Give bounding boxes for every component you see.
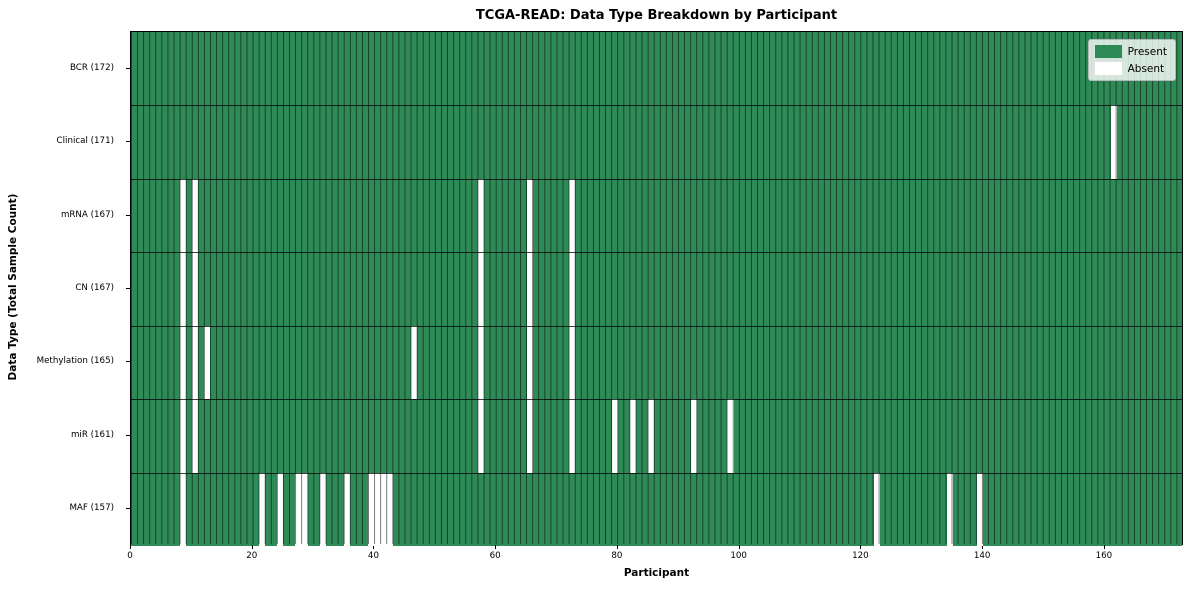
absent-cell xyxy=(569,252,576,326)
x-tick-mark xyxy=(616,545,618,549)
absent-cell xyxy=(386,472,393,546)
x-tick-mark xyxy=(373,545,375,549)
absent-cell xyxy=(946,472,953,546)
heatmap-row-mrna xyxy=(131,178,1182,253)
absent-cell xyxy=(690,399,698,473)
x-tick-label: 0 xyxy=(127,551,133,561)
absent-cell xyxy=(179,472,186,546)
absent-cell xyxy=(191,399,198,473)
y-tick-label: miR (161) xyxy=(70,429,114,440)
x-tick-mark xyxy=(982,545,984,549)
absent-cell xyxy=(569,325,576,400)
x-tick-label: 40 xyxy=(367,551,379,561)
absent-cell xyxy=(319,472,326,546)
absent-cell xyxy=(526,178,533,253)
absent-cell xyxy=(344,472,351,546)
absent-cell xyxy=(1110,105,1118,179)
absent-cell xyxy=(191,252,198,326)
x-tick-mark xyxy=(1103,545,1105,549)
x-tick-label: 160 xyxy=(1095,551,1113,561)
row-separator xyxy=(131,105,1182,107)
absent-cell xyxy=(977,472,984,546)
absent-cell xyxy=(630,399,637,473)
heatmap-row-clinical xyxy=(131,105,1182,179)
plot-area: Present Absent xyxy=(130,31,1183,546)
y-tick-mark xyxy=(126,361,130,363)
heatmap-row-bcr xyxy=(131,32,1182,106)
x-tick-label: 20 xyxy=(246,551,258,561)
x-tick-label: 60 xyxy=(489,551,501,561)
heatmap-row-maf xyxy=(131,472,1182,546)
x-tick-label: 140 xyxy=(973,551,991,561)
chart-title: TCGA-READ: Data Type Breakdown by Partic… xyxy=(475,8,838,23)
absent-cell xyxy=(179,325,186,400)
x-tick-label: 80 xyxy=(611,551,623,561)
row-separator xyxy=(131,472,1182,474)
x-tick-mark xyxy=(251,545,253,549)
absent-cell xyxy=(873,472,880,546)
absent-cell xyxy=(477,399,485,473)
absent-cell xyxy=(648,399,655,473)
x-axis-label: Participant xyxy=(623,567,690,579)
absent-cell xyxy=(727,399,734,473)
row-separator xyxy=(131,178,1182,180)
y-tick-label: MAF (157) xyxy=(69,503,114,514)
y-tick-mark xyxy=(126,434,130,436)
x-tick-mark xyxy=(738,545,740,549)
heatmap-row-cn xyxy=(131,252,1182,326)
y-tick-label: BCR (172) xyxy=(69,62,114,73)
absent-cell xyxy=(410,325,418,400)
absent-cell xyxy=(191,178,198,253)
y-tick-label: Methylation (165) xyxy=(36,356,114,367)
x-tick-mark xyxy=(130,545,131,549)
absent-cell xyxy=(204,325,211,400)
y-tick-mark xyxy=(126,508,130,510)
y-tick-label: mRNA (167) xyxy=(60,209,114,220)
row-separator xyxy=(131,325,1182,327)
heatmap-row-methylation xyxy=(131,325,1182,400)
absent-cell xyxy=(526,399,533,473)
absent-cell xyxy=(526,252,533,326)
absent-cell xyxy=(277,472,284,546)
x-tick-mark xyxy=(860,545,862,549)
absent-swatch xyxy=(1093,61,1123,76)
absent-cell xyxy=(569,399,576,473)
absent-cell xyxy=(179,252,186,326)
absent-cell xyxy=(526,325,533,400)
row-separator xyxy=(131,399,1182,401)
present-swatch xyxy=(1094,45,1122,58)
absent-cell xyxy=(301,472,308,546)
absent-cell xyxy=(477,252,485,326)
absent-cell xyxy=(179,178,186,253)
legend-label-absent: Absent xyxy=(1127,62,1165,75)
legend-entry-absent: Absent xyxy=(1093,61,1167,76)
absent-cell xyxy=(477,325,485,400)
absent-cell xyxy=(477,178,485,253)
absent-cell xyxy=(258,472,265,546)
legend-entry-present: Present xyxy=(1094,45,1167,58)
absent-cell xyxy=(611,399,618,473)
absent-cell xyxy=(569,178,576,253)
y-tick-mark xyxy=(126,214,130,216)
legend-label-present: Present xyxy=(1127,45,1167,58)
legend: Present Absent xyxy=(1087,39,1176,81)
absent-cell xyxy=(179,399,186,473)
y-tick-label: Clinical (171) xyxy=(56,136,114,147)
x-tick-label: 100 xyxy=(730,551,747,561)
y-tick-label: CN (167) xyxy=(75,283,114,293)
absent-cell xyxy=(191,325,198,400)
row-separator xyxy=(131,252,1182,254)
x-tick-mark xyxy=(495,545,497,549)
heatmap-row-mir xyxy=(131,399,1182,473)
y-tick-mark xyxy=(126,141,130,143)
x-tick-label: 120 xyxy=(852,551,869,561)
y-tick-mark xyxy=(126,288,130,289)
y-tick-mark xyxy=(126,67,130,69)
